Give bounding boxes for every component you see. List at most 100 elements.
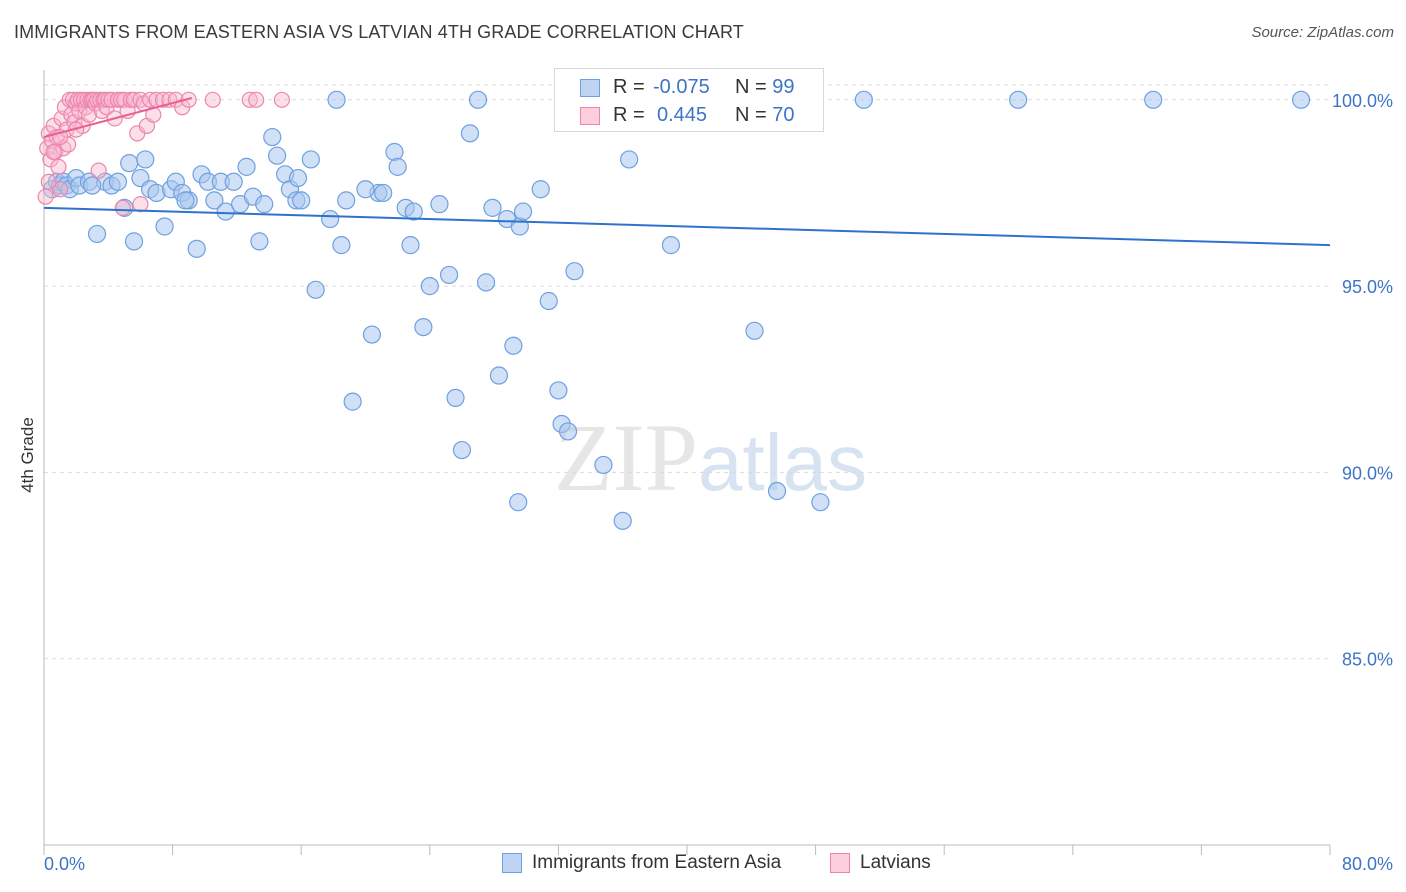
data-point-eastern-asia (483, 198, 502, 217)
data-point-eastern-asia (356, 180, 375, 199)
data-point-eastern-asia (404, 202, 423, 221)
data-point-eastern-asia (176, 191, 195, 210)
stats-legend-row-blue: R = -0.075 N = 99 (555, 73, 823, 103)
data-point-eastern-asia (237, 157, 256, 176)
data-point-eastern-asia (513, 202, 533, 221)
data-point-eastern-asia (767, 481, 787, 501)
data-point-eastern-asia (613, 511, 632, 530)
data-point-latvians (40, 173, 57, 190)
legend-label: Latvians (860, 852, 931, 873)
n-label: N = 99 (735, 76, 795, 98)
data-point-eastern-asia (414, 317, 433, 337)
legend-item-latvians[interactable]: Latvians (830, 852, 931, 874)
data-point-eastern-asia (362, 325, 382, 344)
legend-label: Immigrants from Eastern Asia (532, 852, 782, 873)
data-point-latvians (154, 91, 172, 108)
data-point-eastern-asia (446, 388, 465, 407)
legend-swatch-pink (580, 107, 600, 125)
data-point-eastern-asia (255, 195, 274, 214)
data-point-eastern-asia (854, 90, 873, 109)
stats-legend: R = -0.075 N = 99 R = 0.445 N = 70 (554, 68, 824, 132)
data-point-eastern-asia (250, 232, 269, 251)
data-point-eastern-asia (401, 236, 420, 255)
data-point-eastern-asia (388, 157, 407, 176)
data-point-eastern-asia (205, 191, 224, 210)
data-point-latvians (90, 162, 107, 179)
watermark: ZIPatlas (554, 402, 867, 513)
data-point-eastern-asia (155, 217, 174, 236)
data-point-eastern-asia (565, 262, 584, 281)
data-point-eastern-asia (439, 265, 459, 285)
data-point-eastern-asia (292, 191, 311, 210)
data-point-eastern-asia (489, 366, 509, 385)
series-legend: Immigrants from Eastern Asia Latvians (0, 852, 1406, 876)
data-point-eastern-asia (288, 168, 308, 188)
data-point-latvians (50, 158, 67, 175)
watermark-zip: ZIP (554, 404, 698, 511)
data-point-eastern-asia (263, 127, 282, 147)
data-point-eastern-asia (343, 392, 362, 411)
data-point-latvians (273, 91, 291, 108)
data-point-eastern-asia (1144, 90, 1163, 109)
trend-line-eastern-asia (43, 206, 1331, 247)
n-value: 70 (772, 104, 795, 126)
data-point-latvians (45, 143, 62, 161)
r-label: R = (613, 104, 645, 126)
data-point-eastern-asia (549, 381, 568, 400)
chart-title: IMMIGRANTS FROM EASTERN ASIA VS LATVIAN … (14, 22, 744, 42)
legend-item-eastern-asia[interactable]: Immigrants from Eastern Asia (502, 852, 781, 874)
data-point-eastern-asia (124, 232, 144, 251)
data-point-eastern-asia (661, 236, 681, 255)
x-tick-label: 80.0% (1342, 854, 1393, 874)
data-point-eastern-asia (87, 224, 107, 244)
data-point-eastern-asia (504, 336, 523, 355)
data-point-latvians (51, 181, 69, 198)
data-point-latvians (204, 91, 221, 108)
data-point-latvians (114, 199, 131, 216)
data-point-eastern-asia (1009, 90, 1028, 109)
data-point-latvians (37, 188, 54, 205)
data-point-eastern-asia (509, 493, 528, 512)
data-point-eastern-asia (745, 321, 764, 340)
data-point-latvians (125, 91, 143, 108)
data-point-latvians (132, 196, 149, 213)
y-tick-label: 90.0% (1342, 463, 1393, 483)
data-point-eastern-asia (120, 154, 139, 173)
data-point-eastern-asia (558, 422, 578, 441)
data-point-eastern-asia (1291, 90, 1311, 109)
data-point-latvians (248, 91, 265, 108)
data-point-eastern-asia (460, 124, 480, 143)
y-tick-label: 100.0% (1332, 91, 1393, 111)
data-point-eastern-asia (108, 172, 128, 191)
data-point-eastern-asia (306, 280, 325, 299)
data-point-eastern-asia (476, 273, 496, 292)
data-point-eastern-asia (811, 493, 830, 512)
data-point-eastern-asia (420, 277, 439, 296)
data-point-eastern-asia (301, 150, 320, 169)
data-point-eastern-asia (539, 291, 558, 311)
data-point-eastern-asia (267, 146, 287, 165)
data-point-eastern-asia (374, 183, 393, 203)
data-point-eastern-asia (594, 455, 613, 475)
r-value: 0.445 (657, 104, 708, 126)
data-point-eastern-asia (531, 180, 550, 199)
trend-line-latvians (43, 96, 193, 139)
data-point-latvians (241, 91, 258, 108)
r-label: R = (613, 76, 645, 98)
y-tick-label: 95.0% (1342, 277, 1393, 297)
stats-legend-row-pink: R = 0.445 N = 70 (555, 101, 823, 131)
data-point-eastern-asia (337, 191, 356, 210)
data-point-eastern-asia (468, 90, 488, 109)
n-label: N = 70 (735, 104, 795, 126)
data-point-eastern-asia (620, 150, 639, 169)
data-point-eastern-asia (187, 239, 206, 258)
data-point-eastern-asia (224, 172, 243, 191)
legend-swatch-blue (502, 853, 522, 873)
data-point-eastern-asia (430, 195, 449, 214)
data-point-eastern-asia (216, 202, 235, 221)
data-point-eastern-asia (327, 90, 346, 109)
r-value: -0.075 (653, 76, 710, 98)
data-point-eastern-asia (332, 236, 351, 255)
data-point-eastern-asia (83, 176, 102, 195)
